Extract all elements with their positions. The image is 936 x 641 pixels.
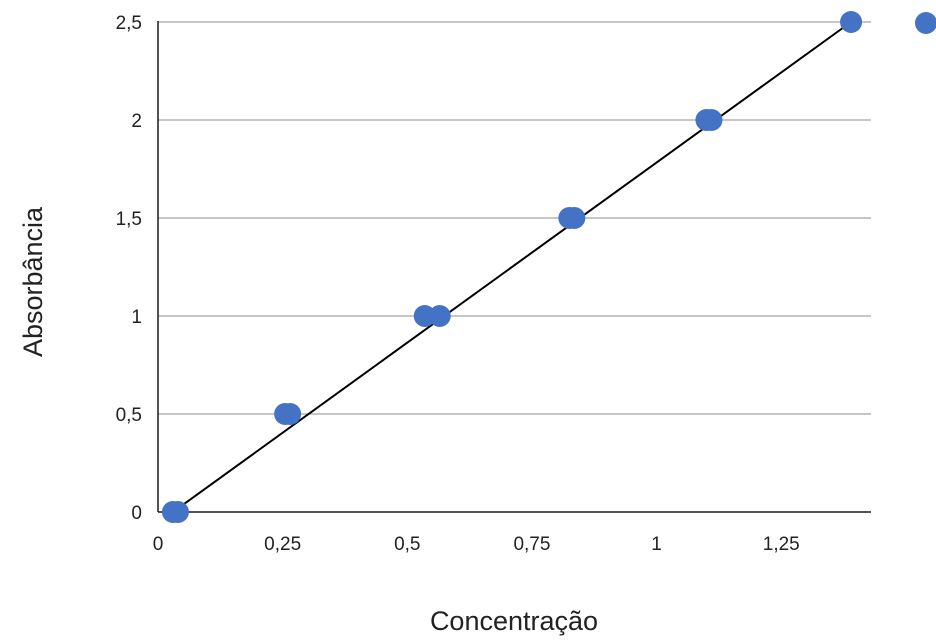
data-point	[700, 109, 723, 131]
data-point	[563, 207, 586, 229]
y-axis-title: Absorbância	[18, 206, 48, 357]
x-tick-label: 1	[651, 534, 662, 555]
data-point	[279, 403, 302, 425]
data-point	[428, 305, 451, 327]
y-tick-label: 1,5	[116, 209, 142, 230]
y-tick-label: 0	[131, 503, 142, 524]
x-tick-label: 0,25	[264, 534, 301, 555]
y-tick-label: 1	[131, 307, 142, 328]
data-points	[161, 11, 863, 523]
x-axis-title: Concentração	[430, 606, 598, 636]
trendline	[172, 21, 852, 513]
x-tick-label: 1,25	[763, 534, 800, 555]
y-tick-label: 2	[131, 111, 142, 132]
x-tick-label: 0,75	[513, 534, 550, 555]
trendline-group	[172, 21, 852, 513]
axes	[157, 21, 871, 513]
x-tick-label: 0	[153, 534, 164, 555]
data-point	[840, 11, 863, 33]
legend-marker	[915, 12, 936, 34]
legend	[915, 12, 936, 34]
y-tick-label: 2,5	[116, 13, 142, 34]
y-tick-label: 0,5	[116, 405, 142, 426]
tick-labels: 0 0,5 1 1,5 2 2,5 0 0,25 0,5 0,75 1 1,25	[116, 13, 800, 555]
data-point	[166, 501, 189, 523]
gridlines	[158, 21, 871, 415]
x-tick-label: 0,5	[394, 534, 420, 555]
